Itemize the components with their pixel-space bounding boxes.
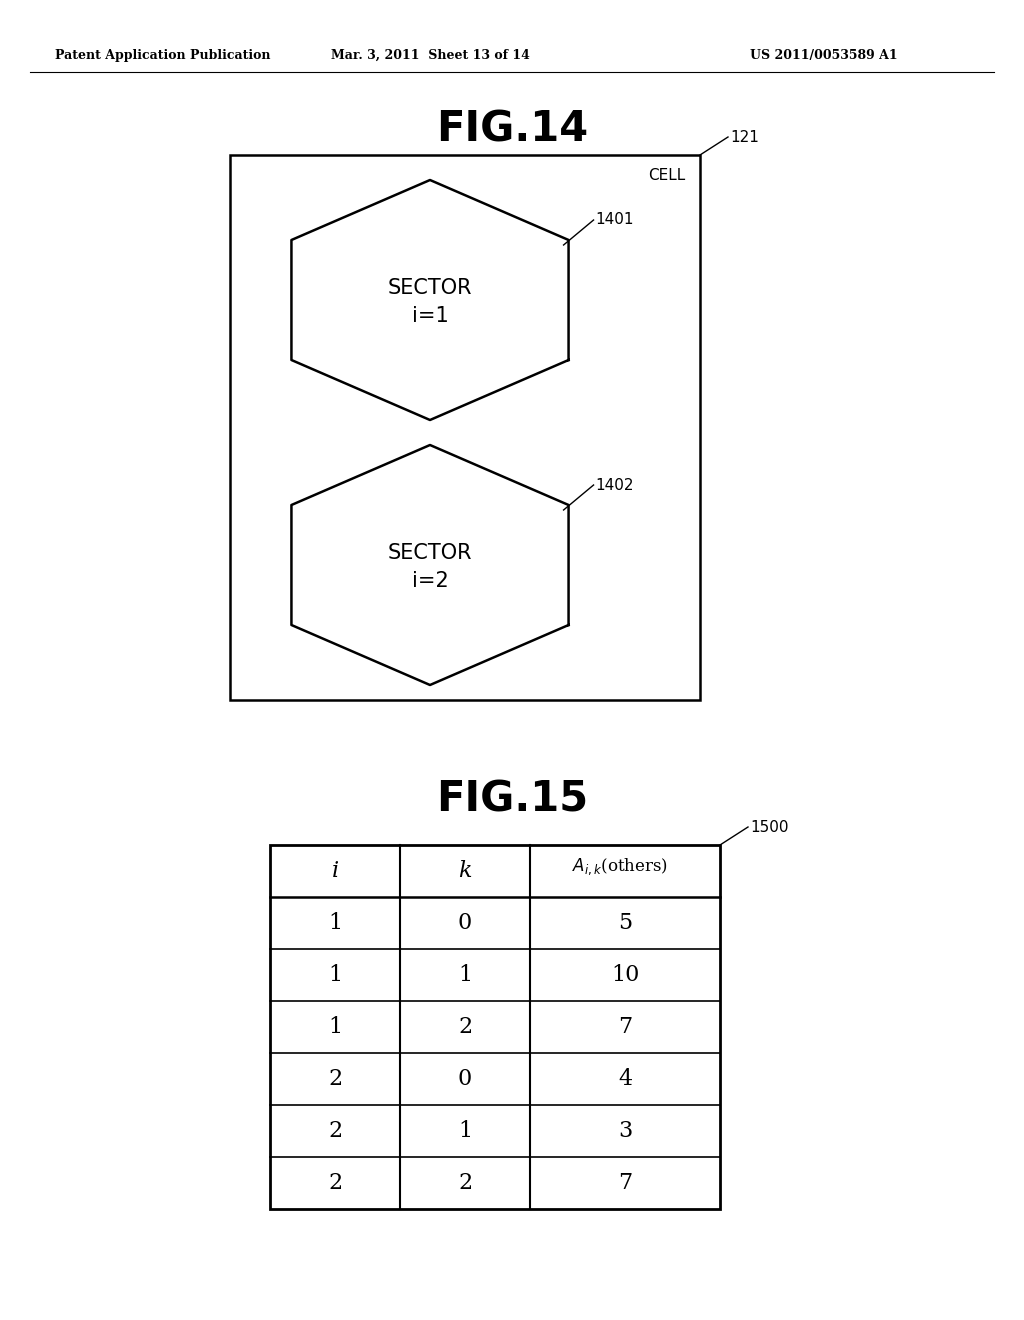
Text: 2: 2 — [328, 1068, 342, 1090]
Text: $A_{i,k}$(others): $A_{i,k}$(others) — [572, 857, 668, 878]
Text: 5: 5 — [617, 912, 632, 935]
Text: i=1: i=1 — [412, 306, 449, 326]
Text: 1: 1 — [458, 1119, 472, 1142]
Text: k: k — [459, 861, 472, 882]
Text: 121: 121 — [730, 129, 759, 144]
Text: 1: 1 — [328, 1016, 342, 1038]
Text: 0: 0 — [458, 1068, 472, 1090]
Text: 1: 1 — [328, 964, 342, 986]
Text: 3: 3 — [617, 1119, 632, 1142]
Text: 2: 2 — [328, 1172, 342, 1195]
Text: FIG.14: FIG.14 — [436, 110, 588, 150]
Text: 7: 7 — [617, 1016, 632, 1038]
Text: FIG.15: FIG.15 — [436, 779, 588, 821]
Text: 1: 1 — [328, 912, 342, 935]
Text: 10: 10 — [610, 964, 639, 986]
Text: US 2011/0053589 A1: US 2011/0053589 A1 — [750, 49, 898, 62]
Bar — [230, 154, 700, 700]
Bar — [270, 845, 720, 1209]
Text: i=2: i=2 — [412, 572, 449, 591]
Text: Mar. 3, 2011  Sheet 13 of 14: Mar. 3, 2011 Sheet 13 of 14 — [331, 49, 529, 62]
Text: 0: 0 — [458, 912, 472, 935]
Text: SECTOR: SECTOR — [388, 279, 472, 298]
Text: 1500: 1500 — [750, 820, 788, 834]
Text: 1402: 1402 — [596, 478, 634, 492]
Text: 7: 7 — [617, 1172, 632, 1195]
Text: 1401: 1401 — [596, 213, 634, 227]
Text: 2: 2 — [328, 1119, 342, 1142]
Text: i: i — [332, 861, 339, 882]
Text: CELL: CELL — [648, 168, 685, 182]
Text: 2: 2 — [458, 1016, 472, 1038]
Text: 2: 2 — [458, 1172, 472, 1195]
Text: 1: 1 — [458, 964, 472, 986]
Text: SECTOR: SECTOR — [388, 543, 472, 564]
Text: 4: 4 — [617, 1068, 632, 1090]
Text: Patent Application Publication: Patent Application Publication — [55, 49, 270, 62]
